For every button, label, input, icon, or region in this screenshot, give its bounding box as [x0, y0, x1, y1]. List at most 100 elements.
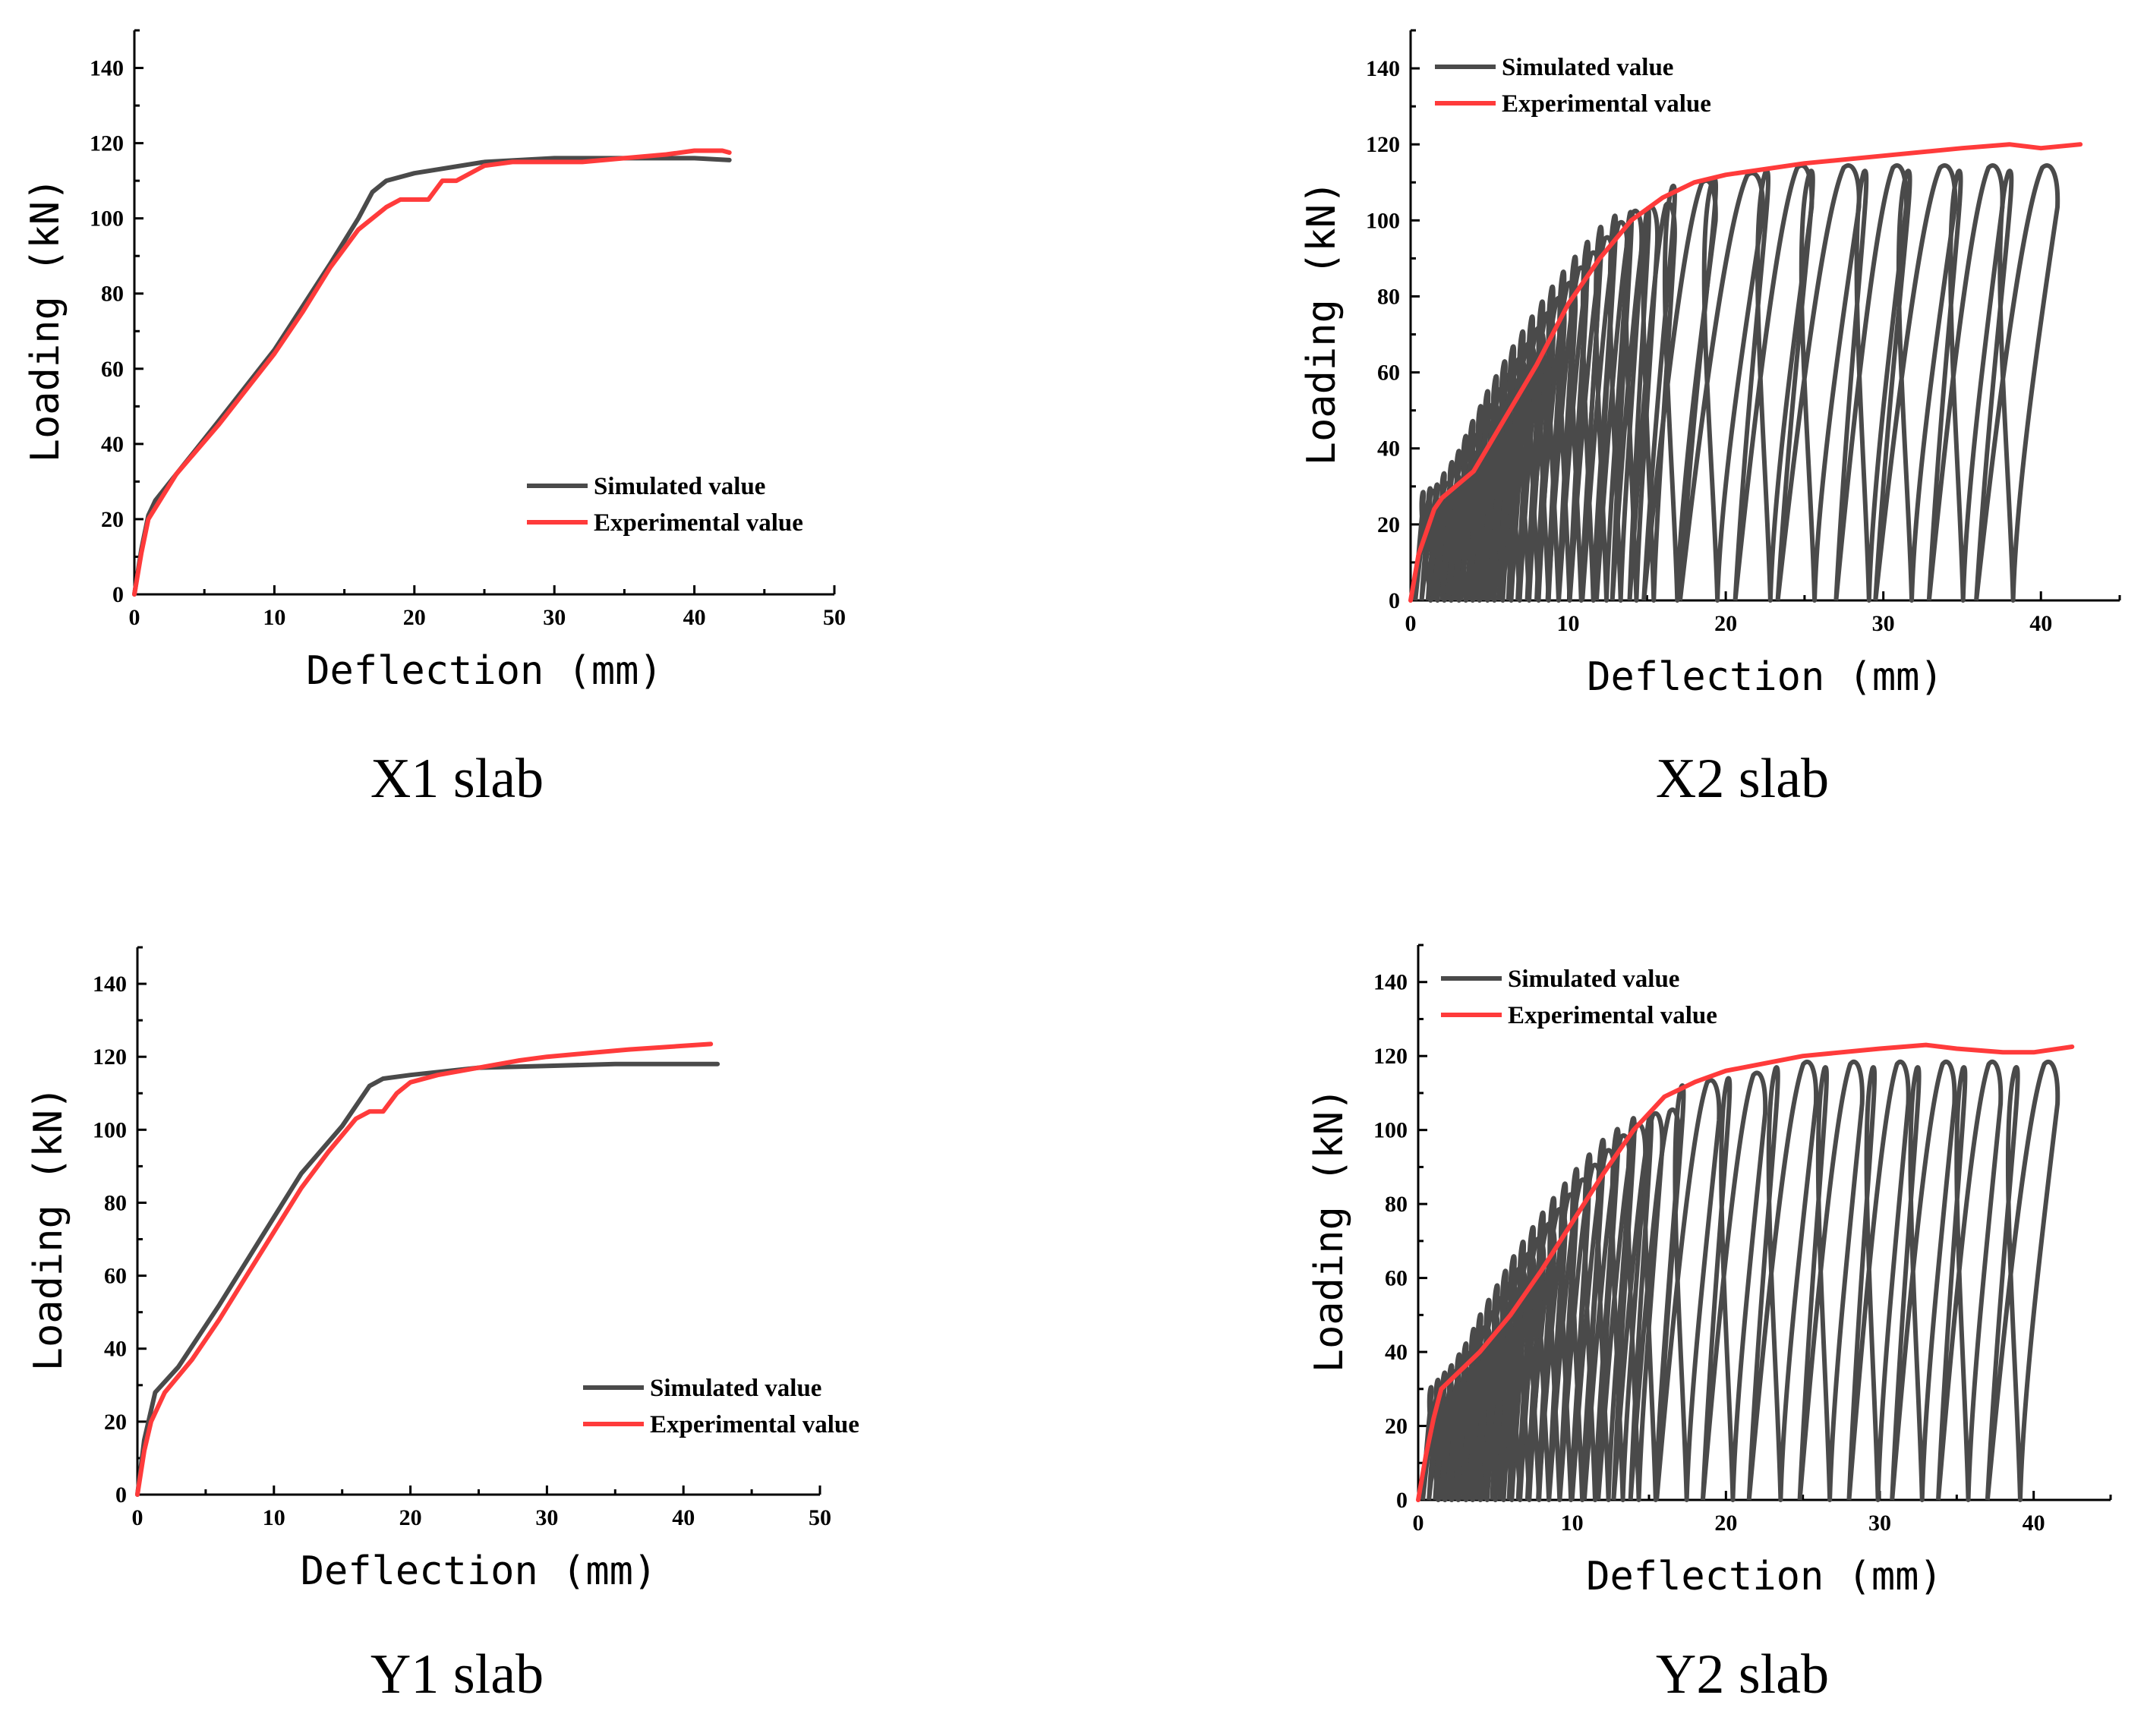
experimental-series-line [135, 1041, 714, 1497]
x-tick-label: 30 [535, 1505, 558, 1530]
y-tick-label: 80 [101, 282, 124, 307]
hysteresis-loop [1746, 1060, 1819, 1502]
x-tick-label: 40 [683, 605, 706, 630]
chart-y1-y-tick-labels: 0 20 40 60 80 100 120 140 [93, 972, 127, 1508]
x-tick-label: 20 [403, 605, 426, 630]
y-tick-label: 0 [1389, 588, 1400, 613]
y-tick-label: 40 [1385, 1340, 1408, 1365]
x-tick-label: 0 [132, 1505, 143, 1530]
y-axis-title: Loading (kN) [23, 178, 68, 463]
y-tick-label: 120 [90, 131, 124, 156]
x-tick-label: 40 [2029, 611, 2052, 636]
y-tick-label: 100 [90, 206, 124, 232]
y-tick-label: 140 [90, 56, 124, 81]
x-tick-label: 20 [1714, 1511, 1737, 1536]
chart-x1-plot-area [132, 29, 836, 597]
x-tick-label: 40 [672, 1505, 695, 1530]
y-tick-label: 120 [93, 1044, 127, 1070]
y-axis-title: Loading (kN) [1299, 181, 1345, 466]
chart-caption: Y2 slab [1656, 1643, 1829, 1706]
y-tick-label: 140 [1366, 56, 1400, 81]
x-tick-label: 10 [263, 605, 285, 630]
chart-caption: Y1 slab [370, 1643, 544, 1706]
chart-x2-y-tick-labels: 0 20 40 60 80 100 120 140 [1366, 56, 1400, 613]
chart-caption: X2 slab [1656, 748, 1829, 810]
experimental-series-line [1416, 1042, 2075, 1502]
chart-y1-legend: Simulated value Experimental value [583, 1375, 859, 1438]
x-tick-label: 30 [1872, 611, 1895, 636]
chart-y2-panel: 0 20 40 60 80 100 120 140 0 10 20 30 40 … [1307, 944, 2112, 1706]
x-tick-label: 10 [263, 1505, 285, 1530]
y-tick-label: 20 [104, 1410, 127, 1435]
hysteresis-loop [1700, 1070, 1768, 1502]
x-tick-label: 0 [129, 605, 140, 630]
chart-caption: X1 slab [370, 748, 544, 810]
y-tick-label: 60 [104, 1264, 127, 1289]
chart-x1-x-tick-labels: 0 10 20 30 40 50 [129, 605, 847, 630]
hysteresis-loop [1641, 178, 1718, 603]
y-axis-title: Loading (kN) [26, 1086, 71, 1372]
x-tick-label: 40 [2023, 1511, 2045, 1536]
y-tick-label: 40 [104, 1337, 127, 1362]
y-tick-label: 0 [1396, 1488, 1408, 1513]
hysteresis-loop [1654, 1078, 1722, 1502]
y-tick-label: 40 [1377, 436, 1400, 462]
x-axis-title: Deflection (mm) [1587, 654, 1944, 700]
x-tick-label: 0 [1413, 1511, 1424, 1536]
y-axis-title: Loading (kN) [1307, 1088, 1352, 1373]
simulated-series-line [135, 1061, 720, 1497]
legend-label-experimental: Experimental value [650, 1411, 859, 1438]
y-tick-label: 120 [1366, 132, 1400, 157]
y-tick-label: 140 [93, 972, 127, 997]
chart-x2-legend: Simulated value Experimental value [1435, 54, 1711, 118]
hysteresis-loop [1974, 163, 2060, 603]
chart-x1-y-tick-labels: 0 20 40 60 80 100 120 140 [90, 56, 124, 607]
chart-y1-panel: 0 20 40 60 80 100 120 140 0 10 20 30 40 … [26, 946, 859, 1706]
y-tick-label: 0 [115, 1482, 127, 1508]
chart-x1-panel: 0 20 40 60 80 100 120 140 0 10 20 30 40 … [23, 29, 847, 810]
y-tick-label: 100 [1366, 208, 1400, 233]
hysteresis-loop [1873, 163, 1958, 603]
x-tick-label: 10 [1561, 1511, 1584, 1536]
y-tick-label: 100 [1373, 1118, 1408, 1143]
x-axis-title: Deflection (mm) [1586, 1554, 1943, 1599]
chart-y1-plot-area [135, 946, 821, 1497]
chart-y2-y-tick-labels: 0 20 40 60 80 100 120 140 [1373, 970, 1408, 1513]
y-tick-label: 80 [1385, 1192, 1408, 1217]
x-tick-label: 30 [1868, 1511, 1891, 1536]
hysteresis-loop [1733, 163, 1815, 603]
y-tick-label: 20 [1377, 512, 1400, 537]
hysteresis-loop [1833, 163, 1909, 603]
y-tick-label: 60 [101, 357, 124, 382]
legend-label-simulated: Simulated value [650, 1375, 821, 1402]
x-axis-title: Deflection (mm) [301, 1549, 657, 1594]
chart-y2-legend: Simulated value Experimental value [1441, 966, 1717, 1029]
y-tick-label: 60 [1385, 1266, 1408, 1291]
chart-x2-plot-area [1408, 29, 2121, 603]
x-tick-label: 50 [823, 605, 846, 630]
chart-y2-x-tick-labels: 0 10 20 30 40 [1413, 1511, 2045, 1536]
hysteresis-loop [1936, 1060, 2004, 1502]
x-tick-label: 20 [1714, 611, 1737, 636]
x-tick-label: 10 [1557, 611, 1580, 636]
legend-label-simulated: Simulated value [1502, 54, 1673, 81]
experimental-series-line [132, 148, 732, 597]
y-tick-label: 20 [101, 507, 124, 532]
hysteresis-loop [1846, 1060, 1911, 1502]
chart-y1-x-tick-labels: 0 10 20 30 40 50 [132, 1505, 832, 1530]
x-tick-label: 0 [1405, 611, 1417, 636]
legend-label-experimental: Experimental value [594, 509, 803, 537]
legend-label-simulated: Simulated value [1508, 966, 1679, 993]
hysteresis-loop [1890, 1060, 1957, 1502]
y-tick-label: 80 [1377, 284, 1400, 309]
legend-label-simulated: Simulated value [594, 473, 765, 500]
y-tick-label: 80 [104, 1190, 127, 1215]
chart-y2-plot-area [1416, 944, 2112, 1502]
hysteresis-loop [1627, 201, 1677, 603]
x-tick-label: 30 [543, 605, 566, 630]
chart-x2-x-tick-labels: 0 10 20 30 40 [1405, 611, 2053, 636]
chart-x2-panel: 0 20 40 60 80 100 120 140 0 10 20 30 40 … [1299, 29, 2121, 810]
hysteresis-loop [1926, 163, 2005, 603]
y-tick-label: 40 [101, 432, 124, 457]
